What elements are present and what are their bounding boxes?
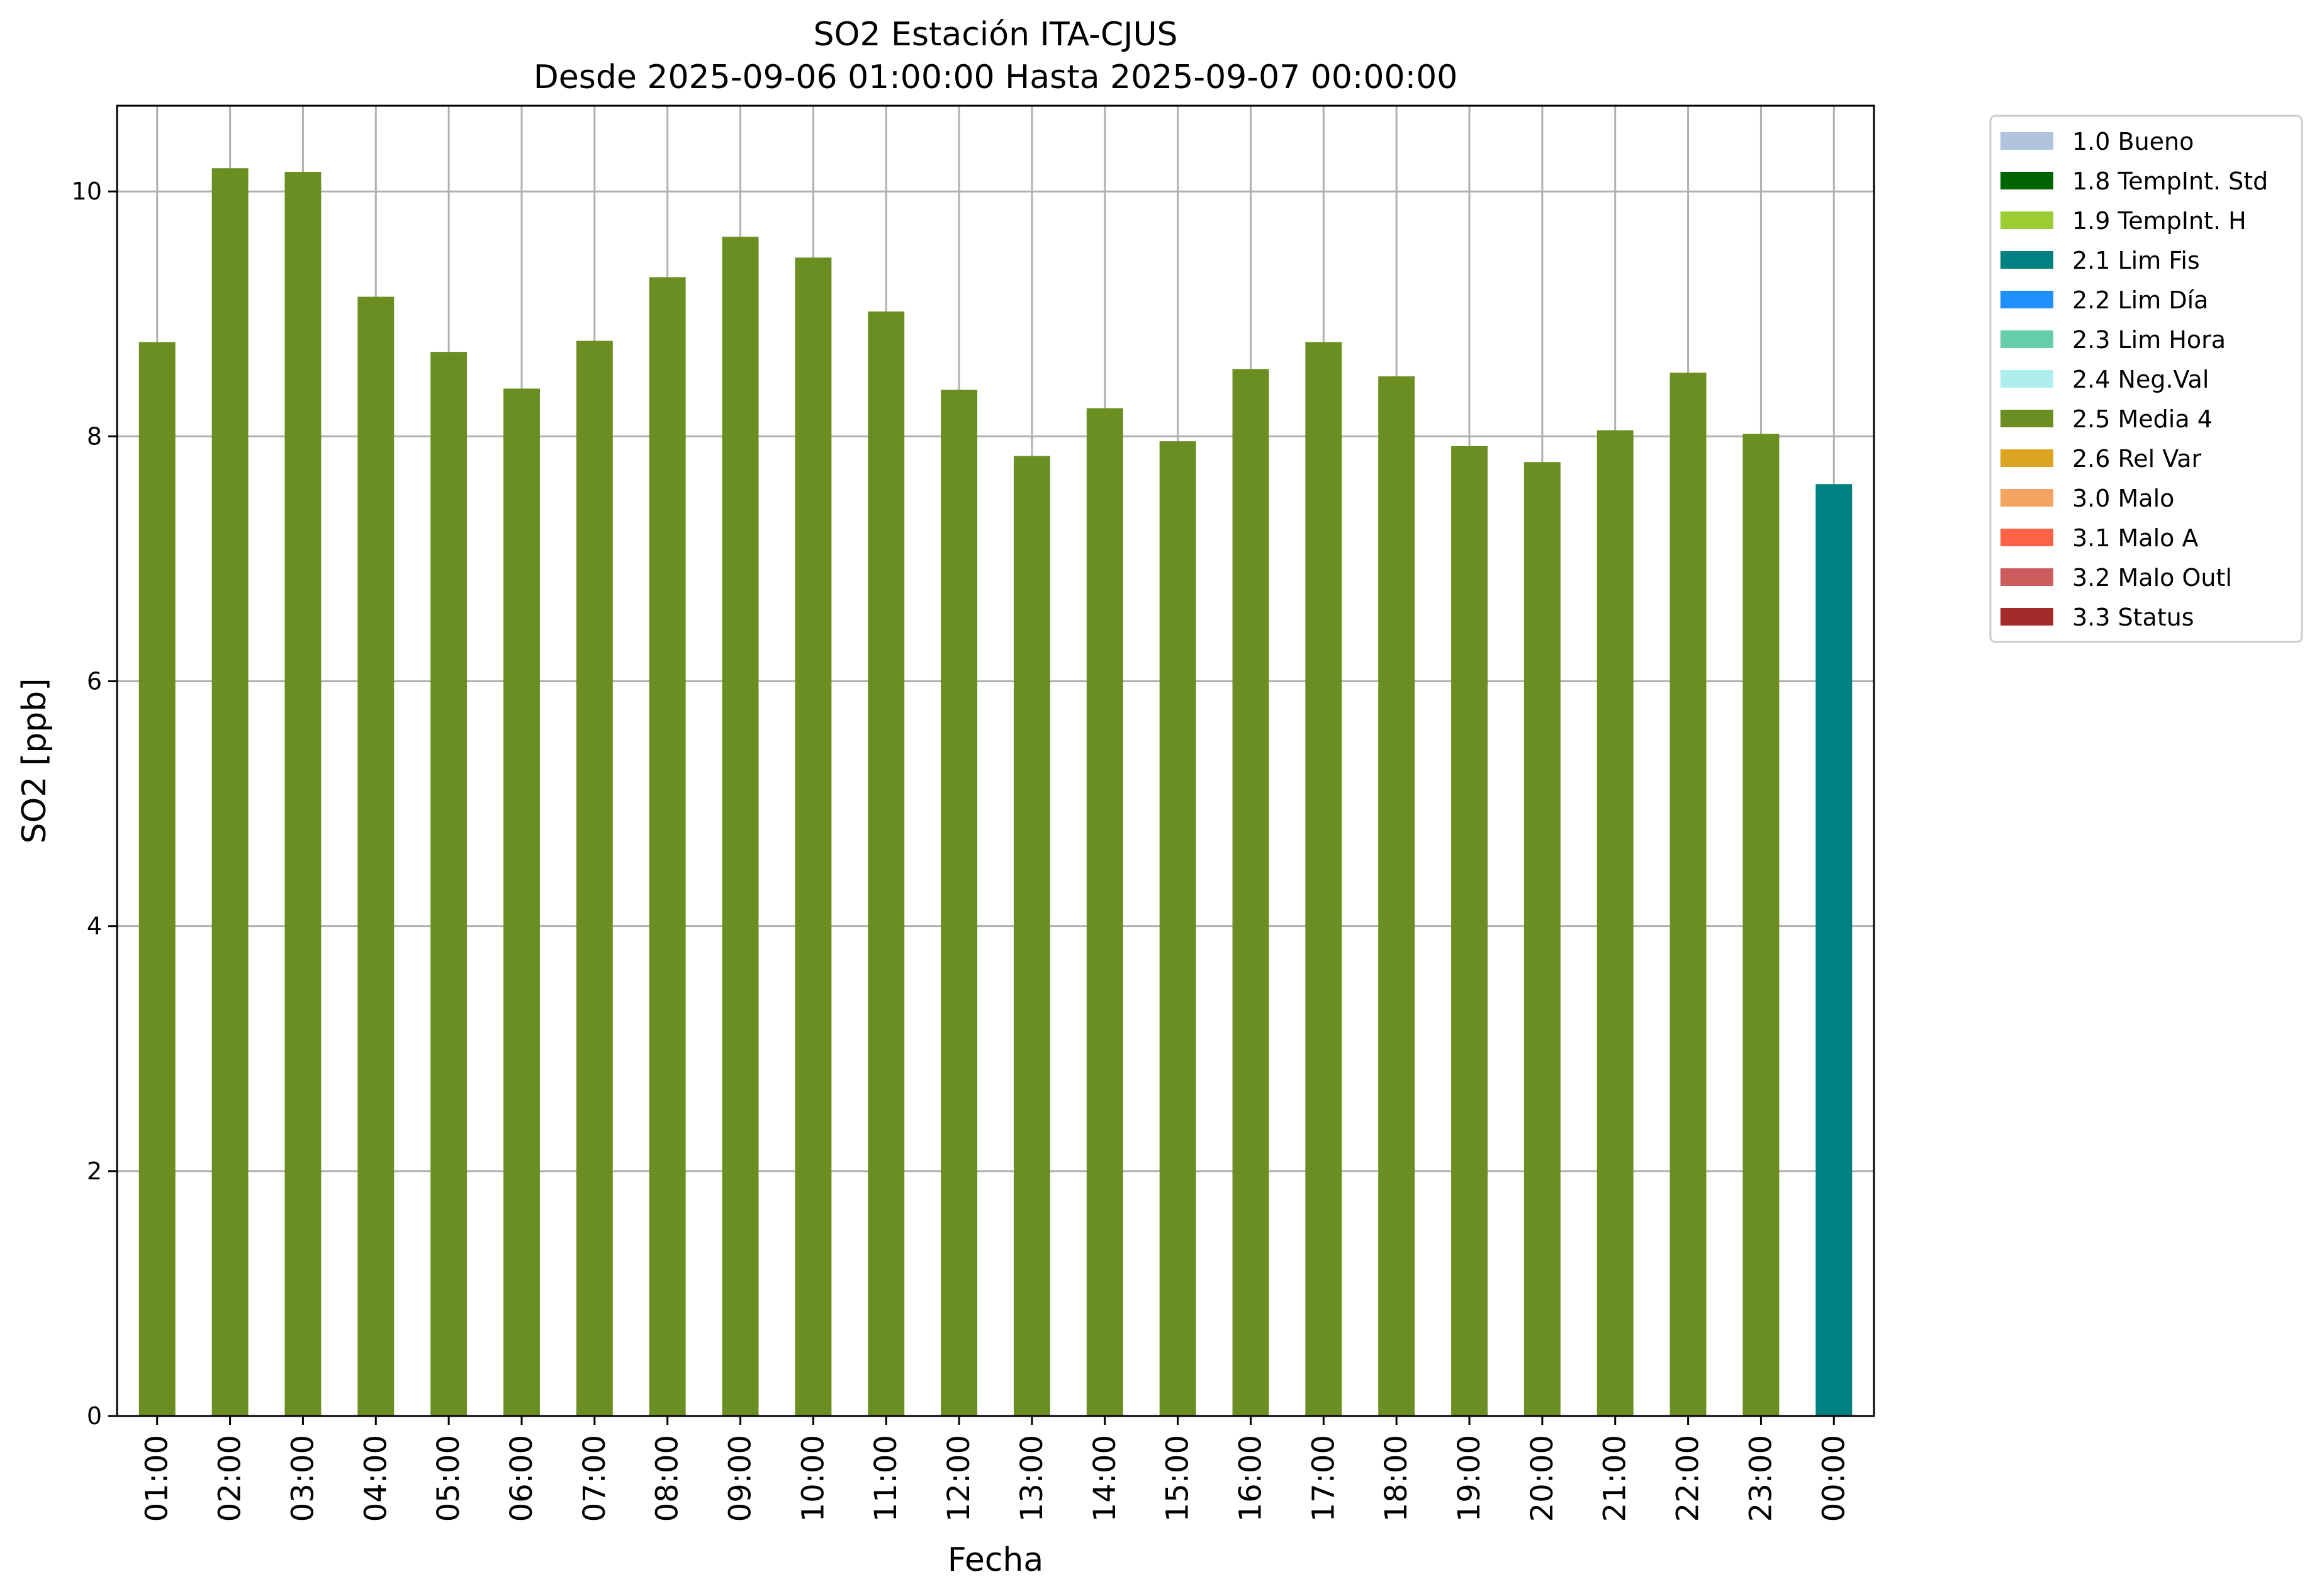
y-axis-ticks: 0 2 4 6 8 10 [72, 177, 117, 1430]
x-axis-ticks: 01:00 02:00 03:00 04:00 05:00 06:00 07:00 08:00… [140, 1416, 1851, 1522]
bar [430, 352, 468, 1416]
bar [1451, 446, 1488, 1416]
x-tick-label: 19:00 [1452, 1435, 1487, 1522]
bar [1523, 462, 1561, 1416]
x-tick-label: 21:00 [1598, 1435, 1633, 1522]
x-tick-label: 08:00 [650, 1435, 685, 1522]
legend-swatch [2000, 529, 2053, 546]
bar [649, 277, 686, 1416]
plot-frame [116, 104, 1875, 1417]
bar [503, 388, 540, 1416]
legend-swatch [2000, 132, 2053, 150]
x-tick-label: 12:00 [941, 1435, 977, 1522]
bar [1596, 430, 1634, 1416]
legend-swatch [2000, 330, 2053, 348]
x-tick-label: 04:00 [358, 1435, 393, 1522]
x-tick-label: 05:00 [431, 1435, 466, 1522]
x-tick-label: 23:00 [1743, 1435, 1778, 1522]
legend-label: 3.1 Malo A [2072, 524, 2198, 552]
bar [1013, 456, 1050, 1416]
legend-label: 2.4 Neg.Val [2072, 366, 2209, 393]
x-tick-label: 03:00 [285, 1435, 320, 1522]
x-tick-label: 15:00 [1160, 1435, 1196, 1522]
y-tick-label: 2 [87, 1157, 102, 1185]
bar [284, 172, 322, 1417]
bar [722, 237, 759, 1417]
legend-swatch [2000, 211, 2053, 229]
legend-swatch [2000, 608, 2053, 626]
legend-swatch [2000, 370, 2053, 388]
legend-swatch [2000, 172, 2053, 189]
x-tick-label: 17:00 [1306, 1435, 1341, 1522]
bar [211, 168, 249, 1417]
bar [1305, 342, 1342, 1416]
x-tick-label: 11:00 [868, 1435, 904, 1522]
legend-label: 2.6 Rel Var [2072, 445, 2202, 473]
legend-swatch [2000, 449, 2053, 467]
x-tick-label: 07:00 [577, 1435, 612, 1522]
bars [138, 168, 1853, 1417]
bar [357, 296, 395, 1416]
y-tick-label: 8 [87, 422, 102, 450]
x-tick-label: 20:00 [1525, 1435, 1560, 1522]
x-tick-label: 02:00 [213, 1435, 248, 1522]
x-tick-label: 10:00 [795, 1435, 831, 1522]
y-tick-label: 6 [87, 668, 102, 695]
bar [1159, 441, 1196, 1416]
bar [1086, 408, 1123, 1416]
bar [1815, 484, 1853, 1416]
chart-title: SO2 Estación ITA-CJUS [813, 16, 1177, 53]
bar [941, 390, 978, 1416]
x-tick-label: 06:00 [504, 1435, 539, 1522]
legend-label: 3.3 Status [2072, 604, 2194, 631]
legend-label: 1.0 Bueno [2072, 128, 2194, 155]
legend-label: 2.5 Media 4 [2072, 405, 2213, 433]
legend: 1.0 Bueno 1.8 TempInt. Std 1.9 TempInt. H 2… [1989, 115, 2303, 643]
legend-label: 1.9 TempInt. H [2072, 207, 2247, 235]
legend-swatch [2000, 489, 2053, 507]
legend-swatch [2000, 568, 2053, 586]
x-tick-label: 16:00 [1233, 1435, 1268, 1522]
x-axis-label: Fecha [948, 1541, 1043, 1579]
bar [795, 257, 832, 1416]
x-tick-label: 13:00 [1014, 1435, 1050, 1522]
x-tick-label: 22:00 [1671, 1435, 1706, 1522]
legend-label: 2.1 Lim Fis [2072, 247, 2200, 274]
legend-swatch [2000, 410, 2053, 427]
legend-label: 1.8 TempInt. Std [2072, 167, 2268, 195]
legend-label: 3.0 Malo [2072, 485, 2174, 512]
y-tick-label: 0 [87, 1402, 102, 1430]
y-tick-label: 10 [72, 177, 102, 205]
y-axis-label: SO2 [ppb] [16, 678, 53, 843]
bar [868, 311, 905, 1417]
bar [1232, 369, 1269, 1417]
x-tick-label: 01:00 [140, 1435, 175, 1522]
bar [1378, 376, 1415, 1417]
legend-swatch [2000, 251, 2053, 269]
x-tick-label: 14:00 [1087, 1435, 1123, 1522]
legend-label: 2.2 Lim Día [2072, 286, 2208, 314]
bar [138, 342, 176, 1416]
bar [576, 340, 613, 1416]
y-tick-label: 4 [87, 913, 102, 940]
chart-subtitle: Desde 2025-09-06 01:00:00 Hasta 2025-09-… [534, 59, 1458, 96]
bar [1742, 434, 1780, 1416]
bar [1669, 373, 1707, 1417]
legend-label: 2.3 Lim Hora [2072, 326, 2226, 354]
legend-swatch [2000, 291, 2053, 308]
legend-label: 3.2 Malo Outl [2072, 564, 2232, 592]
x-tick-label: 09:00 [723, 1435, 758, 1522]
x-tick-label: 00:00 [1816, 1435, 1851, 1522]
legend-frame [1989, 115, 2303, 643]
x-tick-label: 18:00 [1379, 1435, 1414, 1522]
